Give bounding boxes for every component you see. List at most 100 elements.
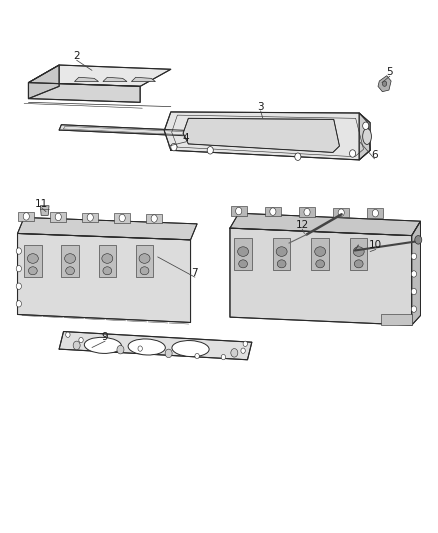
Circle shape (243, 341, 247, 346)
Ellipse shape (314, 247, 326, 256)
Polygon shape (40, 206, 49, 215)
Text: 2: 2 (73, 51, 80, 61)
Text: 11: 11 (35, 199, 48, 208)
Circle shape (411, 288, 417, 295)
Polygon shape (311, 238, 329, 270)
Ellipse shape (239, 260, 247, 268)
Polygon shape (183, 118, 339, 152)
Circle shape (171, 143, 177, 151)
Circle shape (221, 354, 226, 360)
Ellipse shape (172, 341, 209, 357)
Circle shape (16, 265, 21, 272)
Ellipse shape (277, 260, 286, 268)
Text: 10: 10 (369, 240, 382, 250)
Polygon shape (231, 206, 247, 216)
Circle shape (304, 208, 310, 216)
Ellipse shape (65, 254, 75, 263)
Text: 3: 3 (257, 102, 264, 111)
Circle shape (350, 150, 356, 157)
Text: 7: 7 (191, 268, 198, 278)
Circle shape (382, 81, 387, 86)
Circle shape (270, 208, 276, 215)
Circle shape (411, 271, 417, 277)
Ellipse shape (316, 260, 325, 268)
Circle shape (66, 332, 70, 337)
Polygon shape (59, 332, 252, 360)
Circle shape (338, 209, 344, 216)
Polygon shape (18, 233, 191, 322)
Circle shape (363, 122, 369, 130)
Circle shape (16, 301, 21, 307)
Text: 6: 6 (371, 150, 378, 159)
Polygon shape (28, 65, 59, 99)
Circle shape (16, 248, 21, 254)
Circle shape (415, 236, 422, 244)
Circle shape (117, 345, 124, 354)
Polygon shape (18, 212, 34, 221)
Polygon shape (146, 214, 162, 223)
Ellipse shape (363, 128, 371, 144)
Text: 9: 9 (102, 332, 109, 342)
Circle shape (165, 349, 172, 358)
Polygon shape (412, 221, 420, 325)
Ellipse shape (66, 266, 74, 274)
Ellipse shape (28, 266, 37, 274)
Ellipse shape (353, 247, 364, 256)
Circle shape (231, 349, 238, 357)
Polygon shape (50, 212, 66, 222)
Polygon shape (164, 112, 370, 160)
Polygon shape (99, 245, 116, 277)
Polygon shape (59, 125, 226, 138)
Circle shape (79, 337, 83, 343)
Circle shape (55, 213, 61, 221)
Polygon shape (28, 65, 171, 86)
Circle shape (119, 214, 125, 222)
Polygon shape (350, 238, 367, 270)
Polygon shape (359, 113, 370, 160)
Text: 12: 12 (296, 220, 309, 230)
Polygon shape (381, 314, 412, 325)
Ellipse shape (128, 339, 165, 355)
Polygon shape (24, 245, 42, 277)
Circle shape (16, 283, 21, 289)
Polygon shape (367, 208, 383, 218)
Polygon shape (230, 228, 412, 325)
Circle shape (372, 209, 378, 217)
Ellipse shape (85, 337, 121, 353)
Polygon shape (74, 77, 99, 82)
Circle shape (138, 346, 142, 351)
Circle shape (241, 348, 245, 353)
Text: 5: 5 (386, 67, 393, 77)
Circle shape (207, 147, 213, 154)
Polygon shape (28, 83, 140, 102)
Circle shape (73, 341, 80, 350)
Circle shape (411, 306, 417, 312)
Polygon shape (61, 245, 79, 277)
Circle shape (295, 153, 301, 160)
Polygon shape (273, 238, 290, 270)
Polygon shape (82, 213, 98, 222)
Ellipse shape (276, 247, 287, 256)
Polygon shape (234, 238, 252, 270)
Ellipse shape (140, 266, 149, 274)
Polygon shape (299, 207, 315, 217)
Circle shape (23, 213, 29, 220)
Circle shape (411, 253, 417, 260)
Polygon shape (333, 208, 349, 217)
Polygon shape (103, 77, 127, 82)
Ellipse shape (354, 260, 363, 268)
Circle shape (87, 214, 93, 221)
Ellipse shape (103, 266, 112, 274)
Text: 4: 4 (183, 133, 190, 142)
Polygon shape (378, 76, 391, 92)
Ellipse shape (27, 254, 39, 263)
Ellipse shape (102, 254, 113, 263)
Circle shape (195, 353, 199, 359)
Polygon shape (265, 207, 281, 216)
Polygon shape (136, 245, 153, 277)
Circle shape (151, 215, 157, 222)
Ellipse shape (139, 254, 150, 263)
Polygon shape (18, 217, 197, 240)
Polygon shape (230, 213, 420, 236)
Ellipse shape (238, 247, 249, 256)
